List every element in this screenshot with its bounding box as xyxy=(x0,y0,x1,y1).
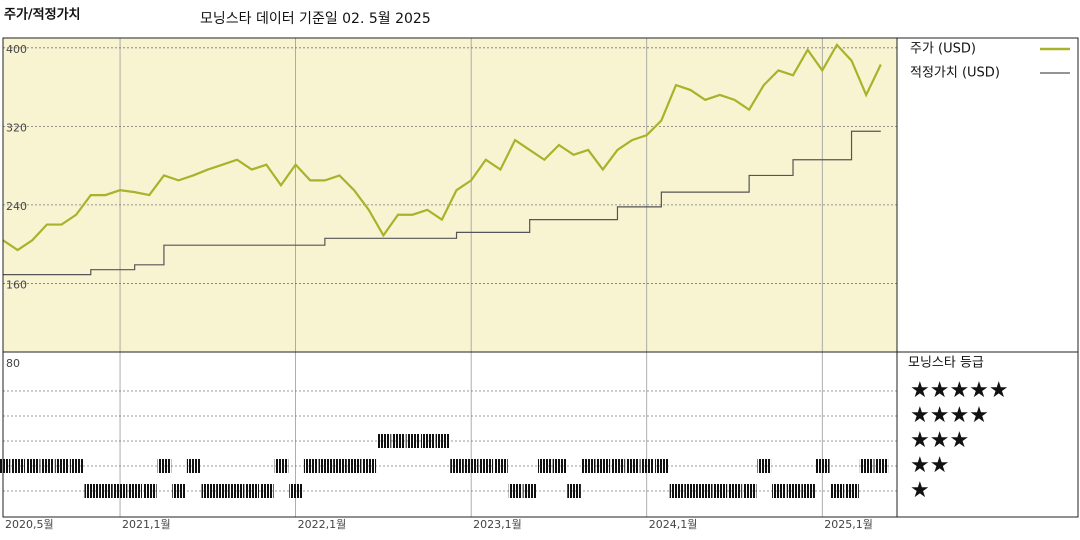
rating-bar xyxy=(99,484,113,498)
plot-background xyxy=(3,38,897,352)
rating-label: ★ xyxy=(910,478,930,503)
rating-bar xyxy=(128,484,142,498)
rating-bar xyxy=(40,459,55,473)
rating-bar xyxy=(655,459,669,473)
x-tick-label: 2022,1월 xyxy=(298,518,347,531)
rating-label: ★★ xyxy=(910,453,949,478)
rating-bar xyxy=(479,459,494,473)
rating-bar xyxy=(377,434,391,448)
rating-bar xyxy=(157,459,172,473)
frame xyxy=(2,37,1079,518)
rating-bar xyxy=(786,484,801,498)
series-line xyxy=(3,130,881,276)
legend-label: 적정가치 (USD) xyxy=(910,66,1000,81)
plot: 2020,5월 2021,1월 2022,1월 2023,1월 2024,1월 2025,… xyxy=(0,38,1070,531)
rating-bar xyxy=(625,459,640,473)
rating-bar xyxy=(84,484,99,498)
y-tick-label: 240 xyxy=(6,200,27,213)
rating-bar xyxy=(420,434,435,448)
rating-bar xyxy=(303,459,318,473)
x-tick-label: 2024,1월 xyxy=(649,518,698,531)
rating-bar xyxy=(274,459,289,473)
rating-bar xyxy=(523,484,537,498)
rating-bar xyxy=(684,484,698,498)
rating-bar xyxy=(113,484,128,498)
y-tick-label: 160 xyxy=(6,278,27,291)
rating-bar xyxy=(537,459,552,473)
rating-bar xyxy=(391,434,406,448)
rating-bar xyxy=(772,484,786,498)
rating-bar xyxy=(728,484,742,498)
rating-bar xyxy=(713,484,728,498)
rating-title: 모닝스타 등급 xyxy=(908,356,984,371)
rating-bar xyxy=(669,484,684,498)
x-tick-label: 2020,5월 xyxy=(5,518,54,531)
rating-bar xyxy=(142,484,157,498)
rating-bar xyxy=(435,434,450,448)
rating-bar xyxy=(333,459,347,473)
rating-bar xyxy=(581,459,596,473)
rating-bar xyxy=(596,459,611,473)
rating-bar xyxy=(201,484,216,498)
legend-label: 주가 (USD) xyxy=(910,42,976,57)
y-tick-label: 400 xyxy=(6,43,27,56)
rating-bar xyxy=(815,459,830,473)
rating-bar xyxy=(347,459,362,473)
rating-bar xyxy=(362,459,377,473)
rating-bar xyxy=(874,459,889,473)
rating-bar xyxy=(216,484,230,498)
rating-bar xyxy=(552,459,567,473)
y-tick-label: 80 xyxy=(6,357,20,370)
rating-bar xyxy=(830,484,845,498)
rating-bar xyxy=(55,459,69,473)
x-tick-label: 2025,1월 xyxy=(824,518,873,531)
rating-label: ★★★★★ xyxy=(910,378,1009,403)
x-tick-label: 2023,1월 xyxy=(473,518,522,531)
rating-bar xyxy=(186,459,201,473)
rating-bar xyxy=(245,484,260,498)
title: 주가/적정가치 xyxy=(4,7,81,23)
rating-bar xyxy=(567,484,581,498)
subtitle: 모닝스타 데이터 기준일 02. 5월 2025 xyxy=(200,11,431,27)
rating-bar xyxy=(260,484,274,498)
y-tick-label: 320 xyxy=(6,121,27,134)
rating-bar xyxy=(611,459,625,473)
rating-bar xyxy=(69,459,84,473)
rating-bar xyxy=(406,434,420,448)
x-tick-label: 2021,1월 xyxy=(122,518,171,531)
rating-bar xyxy=(25,459,40,473)
rating-bar xyxy=(318,459,333,473)
series-line xyxy=(2,43,882,252)
rating-bar xyxy=(698,484,713,498)
rating-bar xyxy=(801,484,815,498)
rating-bar xyxy=(11,459,25,473)
rating-bar xyxy=(640,459,655,473)
rating-bar xyxy=(757,459,772,473)
rating-bar xyxy=(859,459,874,473)
rating-bar xyxy=(845,484,859,498)
rating-bar xyxy=(494,459,508,473)
rating-bar xyxy=(172,484,186,498)
rating-label: ★★★ xyxy=(910,428,969,453)
rating-label: ★★★★ xyxy=(910,403,989,428)
rating-bar xyxy=(742,484,757,498)
rating-bar xyxy=(508,484,523,498)
rating-bar xyxy=(450,459,464,473)
rating-bar xyxy=(0,459,11,473)
rating-bar xyxy=(464,459,479,473)
rating-bar xyxy=(289,484,303,498)
rating-bar xyxy=(230,484,245,498)
